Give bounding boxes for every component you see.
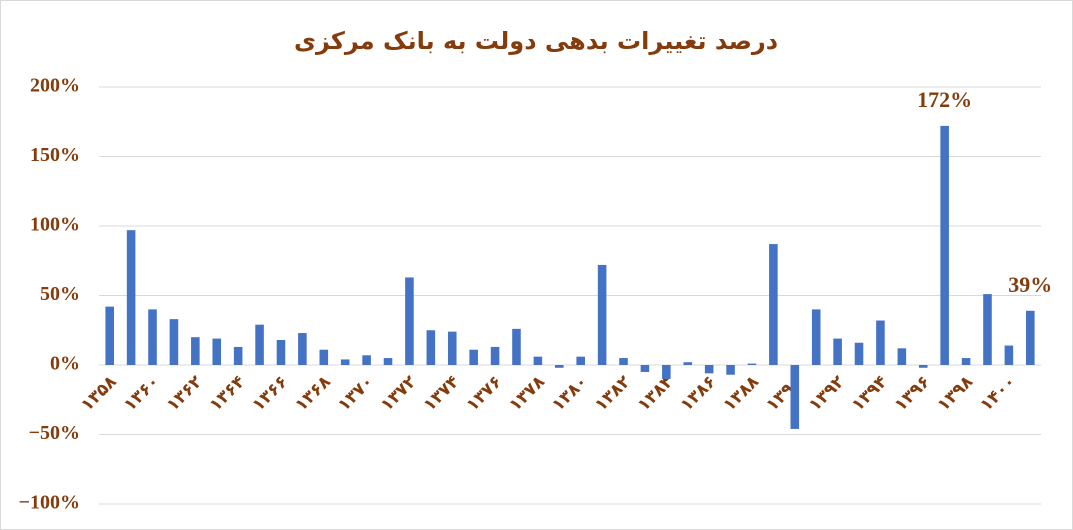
- bar: [405, 277, 414, 365]
- chart-title: درصد تغییرات بدهی دولت به بانک مرکزی: [294, 27, 778, 55]
- bar: [662, 365, 671, 379]
- bar: [640, 365, 650, 372]
- bar: [961, 358, 971, 365]
- bar: [148, 309, 157, 365]
- bar: [105, 306, 114, 365]
- bar: [897, 348, 907, 365]
- bar: [683, 362, 693, 365]
- y-tick-label: 150%: [30, 144, 80, 166]
- bar: [169, 319, 179, 365]
- bar: [983, 294, 992, 365]
- y-tick-label: 100%: [30, 214, 80, 236]
- bar: [362, 355, 371, 365]
- bar: [1004, 345, 1014, 365]
- value-label: 172%: [917, 87, 972, 112]
- bar: [704, 365, 714, 374]
- bar: [854, 342, 864, 365]
- bar: [233, 346, 243, 365]
- bar: [918, 365, 928, 368]
- value-label: 39%: [1008, 272, 1052, 297]
- bar: [940, 125, 949, 365]
- bar: [298, 333, 307, 365]
- bar: [833, 338, 842, 365]
- bar: [276, 339, 286, 365]
- bar: [490, 346, 500, 365]
- bar: [212, 338, 222, 365]
- bar: [319, 349, 329, 365]
- y-tick-label: 200%: [30, 75, 80, 97]
- bar: [533, 356, 543, 365]
- y-tick-label: −100%: [19, 492, 80, 514]
- bar: [512, 328, 521, 365]
- bar: [790, 365, 800, 429]
- bar: [597, 264, 607, 365]
- bar: [726, 365, 735, 375]
- bar: [576, 356, 585, 365]
- bar: [769, 244, 778, 365]
- bar: [191, 337, 200, 365]
- bar: [619, 358, 628, 365]
- bar: [747, 363, 757, 365]
- bar: [811, 309, 821, 365]
- y-tick-label: 0%: [50, 353, 80, 375]
- bar: [340, 359, 350, 365]
- bar: [255, 324, 264, 365]
- y-tick-label: 50%: [40, 283, 80, 305]
- bar: [383, 358, 393, 365]
- bar: [555, 365, 564, 368]
- bar: [126, 230, 136, 365]
- bar: [447, 331, 457, 365]
- y-tick-label: −50%: [29, 422, 80, 444]
- bar: [469, 349, 478, 365]
- bar: [876, 320, 885, 365]
- bar: [1026, 310, 1035, 365]
- bar: [426, 330, 436, 365]
